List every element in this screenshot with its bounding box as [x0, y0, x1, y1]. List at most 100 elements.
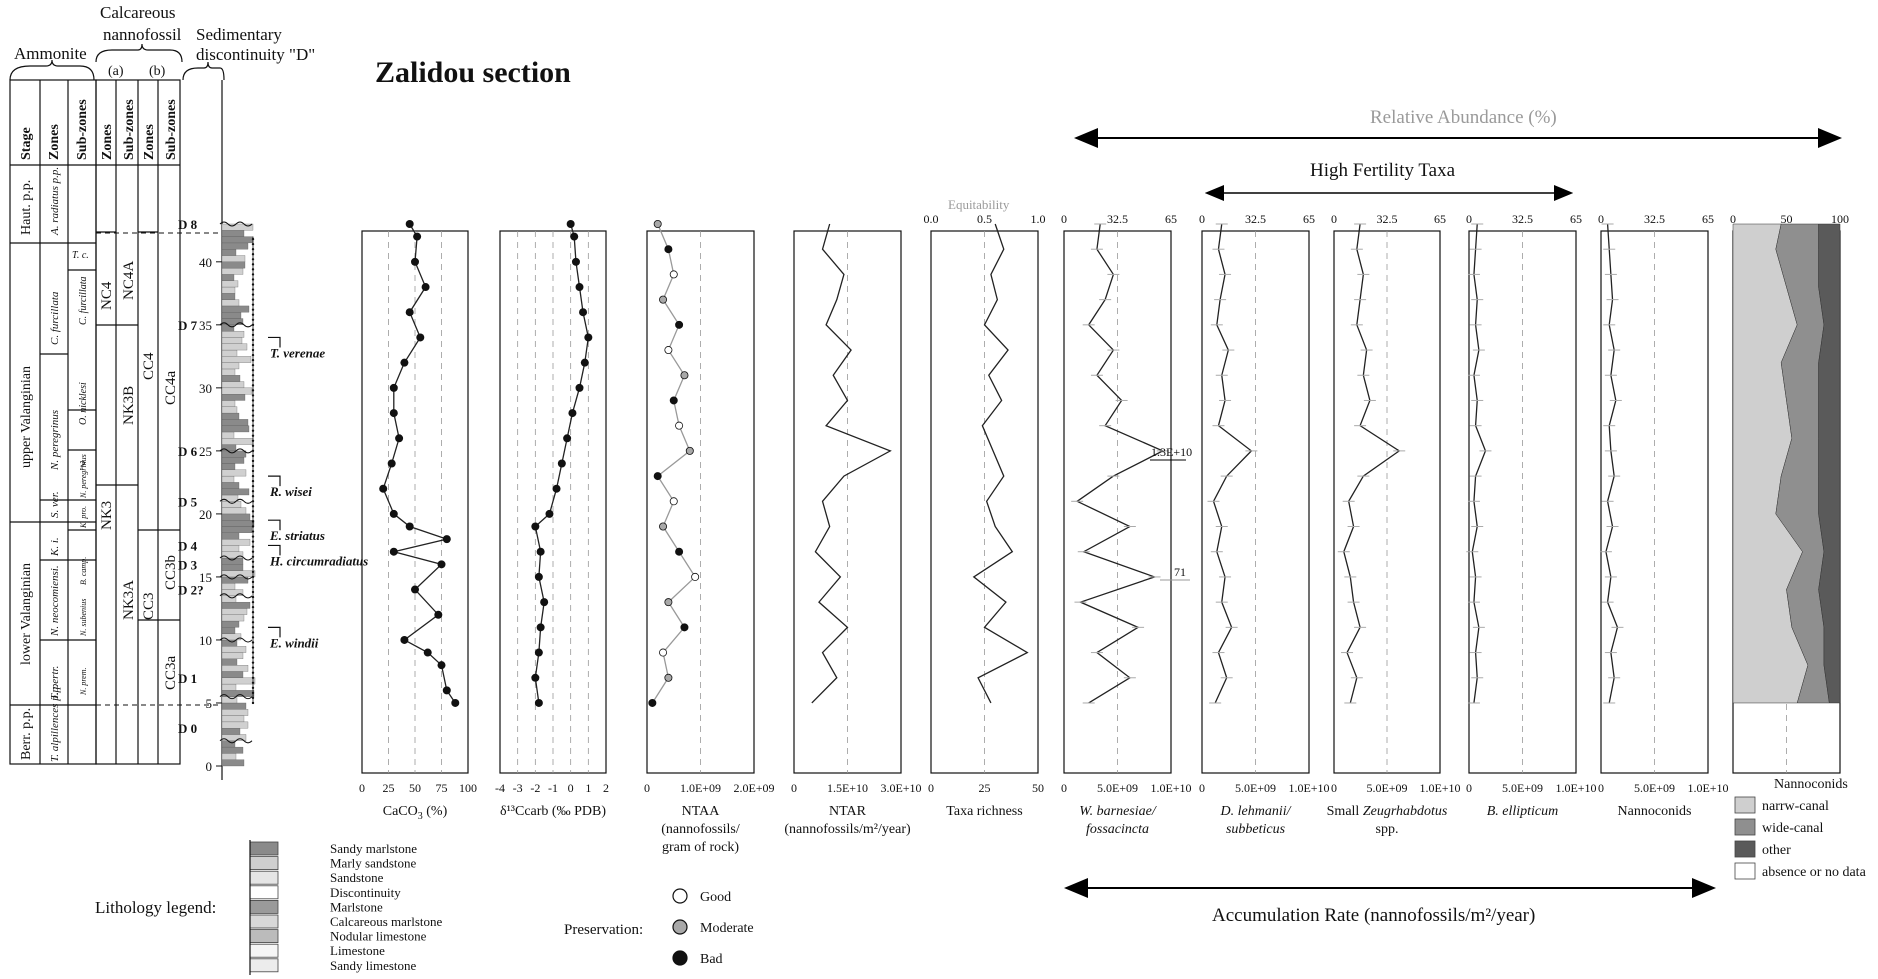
log-bed	[221, 608, 248, 615]
amm-zone-8: T. alpillences p.p.	[49, 684, 61, 762]
log-bed	[221, 419, 249, 426]
tick-label: 32.5	[1644, 212, 1665, 226]
strat-table	[9, 79, 181, 765]
tick-label: 32.5	[1245, 212, 1266, 226]
data-point	[411, 585, 419, 594]
nanno-subzone-a-3: NK3A	[121, 580, 137, 620]
data-point	[413, 232, 422, 241]
tick-label: 5.0E+09	[1634, 781, 1675, 795]
header-nanno-2: nannofossil	[103, 25, 182, 44]
tick-label: 0	[1061, 212, 1067, 226]
discontinuity-mark	[219, 574, 253, 580]
nanno-zone-b-2: CC3	[141, 592, 157, 620]
log-bed	[221, 557, 244, 565]
tick-label: 1	[585, 781, 591, 795]
tick-label: 0	[568, 781, 574, 795]
data-point	[387, 459, 396, 468]
discontinuity-mark	[219, 593, 253, 599]
nanno-subzone-a-2: NK3B	[121, 386, 137, 425]
data-point	[659, 295, 668, 304]
log-bed	[221, 381, 245, 389]
discontinuity-label: D 8	[178, 217, 198, 232]
top-tick-label: 0.0	[924, 212, 939, 226]
data-point	[664, 346, 673, 355]
log-bed	[221, 658, 238, 666]
panel-caco3: 0 25 50 75 100 CaCO3 (%)	[359, 220, 477, 822]
log-bed	[221, 337, 243, 344]
data-point	[552, 484, 561, 493]
panel-nannocomp: 0 50 100	[1730, 212, 1849, 774]
nanno-subzone-b-3: CC3a	[163, 655, 179, 690]
nanno-subzone-b-1: CC4a	[163, 370, 179, 405]
log-bed	[221, 728, 241, 735]
log-bed	[221, 457, 245, 464]
data-point	[411, 257, 419, 266]
litho-swatch	[249, 900, 279, 914]
preservation-label: Bad	[700, 952, 723, 967]
preservation-title: Preservation:	[564, 922, 643, 938]
data-point	[531, 522, 540, 531]
hdr-subzones-a: Sub-zones	[122, 99, 137, 160]
amm-sub-7: B. camp.	[79, 557, 88, 585]
data-point	[400, 358, 409, 367]
panel-nanno: 0 32.5 65 0 5.0E+09 1.0E+10 Nannoconids	[1598, 212, 1729, 819]
litho-label: Limestone	[330, 943, 385, 958]
litho-swatch	[249, 856, 279, 870]
axis-label-part: Small	[1327, 804, 1363, 819]
data-point	[571, 257, 580, 266]
data-point	[545, 509, 554, 518]
data-point	[451, 698, 460, 707]
log-bed	[221, 520, 255, 527]
axis-label-part: Zeugrhabdotus	[1363, 804, 1448, 819]
tick-label: 65	[1570, 212, 1582, 226]
litho-label: Sandy marlstone	[330, 841, 417, 856]
log-bed	[221, 753, 237, 760]
log-bed	[221, 324, 235, 332]
log-bed	[221, 387, 253, 395]
data-point	[421, 283, 430, 292]
amm-sub-6: K. pro.	[79, 506, 88, 529]
axis-label-line: NTAR	[829, 804, 867, 819]
nanno-zone-a-1: NC4	[99, 281, 115, 310]
tick-label: 0	[1331, 781, 1337, 795]
discontinuity-mark	[219, 498, 253, 504]
data-point	[531, 673, 540, 682]
axis-label-part: CaCO	[383, 804, 418, 819]
series-line	[651, 223, 696, 704]
preservation-legend: Good Moderate Bad	[672, 888, 754, 967]
litho-label: Nodular limestone	[330, 929, 427, 944]
header-nanno-1: Calcareous	[100, 3, 176, 22]
bioevent-marker	[268, 519, 281, 531]
lithology-title: Lithology legend:	[95, 898, 216, 917]
log-bed	[221, 709, 249, 716]
log-bed	[221, 400, 236, 407]
amm-zone-4: S. ver.	[49, 491, 61, 518]
nannoconid-label: other	[1762, 843, 1791, 858]
log-bed	[221, 620, 240, 628]
tick-label: 65	[1165, 212, 1177, 226]
data-point	[534, 572, 543, 581]
data-point	[389, 547, 398, 556]
header-ammonite: Ammonite	[14, 44, 87, 63]
series-line	[1075, 223, 1165, 704]
tick-label: 1.0E+10	[1150, 781, 1191, 795]
preservation-swatch	[672, 888, 688, 904]
data-point	[685, 446, 694, 455]
log-bed	[221, 274, 235, 281]
data-point	[568, 409, 577, 418]
litho-label: Marly sandstone	[330, 856, 417, 871]
discontinuity-label: D 6	[178, 444, 198, 459]
litho-swatch	[249, 958, 279, 973]
log-bed	[221, 715, 245, 723]
axis-label-part: (%)	[423, 804, 448, 819]
log-bed	[221, 293, 236, 300]
figure-title: Zalidou section	[375, 56, 571, 89]
log-bed	[221, 463, 236, 470]
data-point	[675, 421, 684, 430]
log-bed	[221, 671, 244, 678]
amm-zone-5: K. i.	[49, 537, 61, 557]
log-bed	[221, 507, 247, 515]
litho-label: Marlstone	[330, 899, 383, 914]
tick-label: 100	[459, 781, 477, 795]
tick-label: -4	[495, 781, 505, 795]
